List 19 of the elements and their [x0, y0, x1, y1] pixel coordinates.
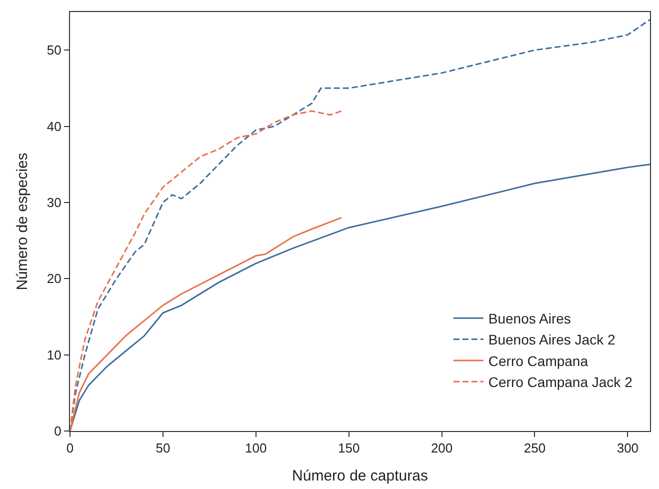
legend-label: Cerro Campana: [488, 352, 588, 369]
legend-label: Buenos Aires Jack 2: [488, 332, 616, 348]
x-axis-title: Número de capturas: [292, 468, 428, 485]
x-tick-label: 300: [616, 440, 639, 456]
legend-label: Buenos Aires: [488, 310, 571, 327]
legend-label: Cerro Campana Jack 2: [488, 374, 633, 390]
x-tick-label: 0: [66, 440, 74, 456]
y-axis-title: Número de especies: [14, 152, 32, 290]
x-tick-label: 50: [156, 440, 170, 456]
x-tick-label: 100: [245, 440, 267, 456]
x-tick-label: 250: [524, 440, 546, 456]
x-tick-label: 150: [338, 440, 360, 456]
y-tick-label: 10: [46, 347, 62, 362]
y-tick-label: 50: [46, 42, 62, 58]
y-tick-label: 40: [46, 118, 62, 134]
y-tick-label: 20: [46, 271, 62, 286]
y-tick-label: 30: [46, 195, 62, 210]
x-tick-label: 200: [430, 440, 453, 456]
y-tick-label: 0: [54, 424, 62, 439]
